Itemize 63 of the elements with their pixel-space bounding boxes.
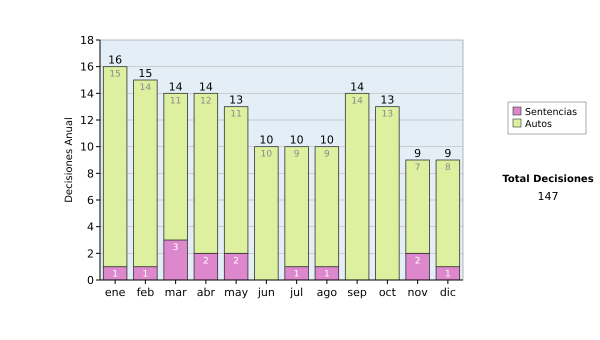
x-tick-label: sep xyxy=(347,286,367,299)
y-axis-title: Decisiones Anual xyxy=(64,117,75,203)
x-tick-label: ene xyxy=(104,286,126,299)
x-tick-label: mar xyxy=(164,286,188,299)
data-label: 14 xyxy=(351,96,364,106)
text: 147 xyxy=(538,190,558,203)
bar xyxy=(375,106,400,280)
total-label: 10 xyxy=(259,134,274,147)
data-label: 1 xyxy=(324,270,330,280)
y-tick-label: 8 xyxy=(87,167,94,180)
y-tick-label: 4 xyxy=(87,220,94,234)
data-label: 15 xyxy=(109,70,121,80)
total-label: 10 xyxy=(320,134,334,147)
y-tick-label: 18 xyxy=(80,34,94,47)
data-label: 14 xyxy=(140,83,152,93)
x-tick-label: dic xyxy=(440,286,456,299)
x-tick-label: jul xyxy=(289,286,304,299)
x-tick-label: nov xyxy=(408,286,428,299)
y-tick-label: 0 xyxy=(87,274,94,287)
y-tick-label: 10 xyxy=(80,140,94,154)
total-label: 9 xyxy=(444,147,452,160)
data-label: 2 xyxy=(414,256,420,266)
legend-label: Sentencias xyxy=(525,107,578,118)
x-tick-label: may xyxy=(224,286,249,299)
total-label: 14 xyxy=(350,80,364,94)
legend-label: Autos xyxy=(525,119,552,130)
data-label: 2 xyxy=(233,256,239,266)
data-label: 11 xyxy=(170,96,182,106)
x-tick-label: jun xyxy=(256,286,275,299)
data-label: 11 xyxy=(230,110,242,120)
data-label: 7 xyxy=(414,163,420,173)
data-label: 2 xyxy=(203,256,209,266)
total-label: 16 xyxy=(108,54,122,67)
total-label: 14 xyxy=(198,80,213,94)
data-label: 1 xyxy=(112,270,118,280)
x-tick-label: oct xyxy=(378,286,397,299)
data-label: 12 xyxy=(200,96,212,106)
data-label: 8 xyxy=(445,163,452,173)
total-label: 13 xyxy=(229,94,244,107)
bar xyxy=(344,92,370,280)
total-label: 13 xyxy=(380,94,394,107)
y-tick-label: 16 xyxy=(80,60,94,74)
data-label: 13 xyxy=(382,110,394,120)
y-tick-label: 6 xyxy=(87,194,94,207)
text: Total Decisiones xyxy=(502,174,594,185)
total-label: 9 xyxy=(414,147,422,160)
total-label: 14 xyxy=(168,80,183,94)
data-label: 1 xyxy=(142,270,148,280)
total-label: 15 xyxy=(138,67,152,80)
data-label: 9 xyxy=(294,150,300,160)
y-tick-label: 2 xyxy=(87,247,94,260)
data-label: 9 xyxy=(324,150,330,160)
data-label: 1 xyxy=(294,270,300,280)
x-tick-label: abr xyxy=(196,286,216,299)
bar xyxy=(254,146,279,280)
x-tick-label: feb xyxy=(136,286,154,299)
x-tick-label: ago xyxy=(316,286,338,299)
data-label: 10 xyxy=(260,150,272,160)
data-label: 3 xyxy=(172,243,178,253)
y-tick-label: 12 xyxy=(80,114,94,127)
data-label: 1 xyxy=(445,270,451,280)
total-label: 10 xyxy=(290,134,304,147)
y-tick-label: 14 xyxy=(80,87,94,100)
